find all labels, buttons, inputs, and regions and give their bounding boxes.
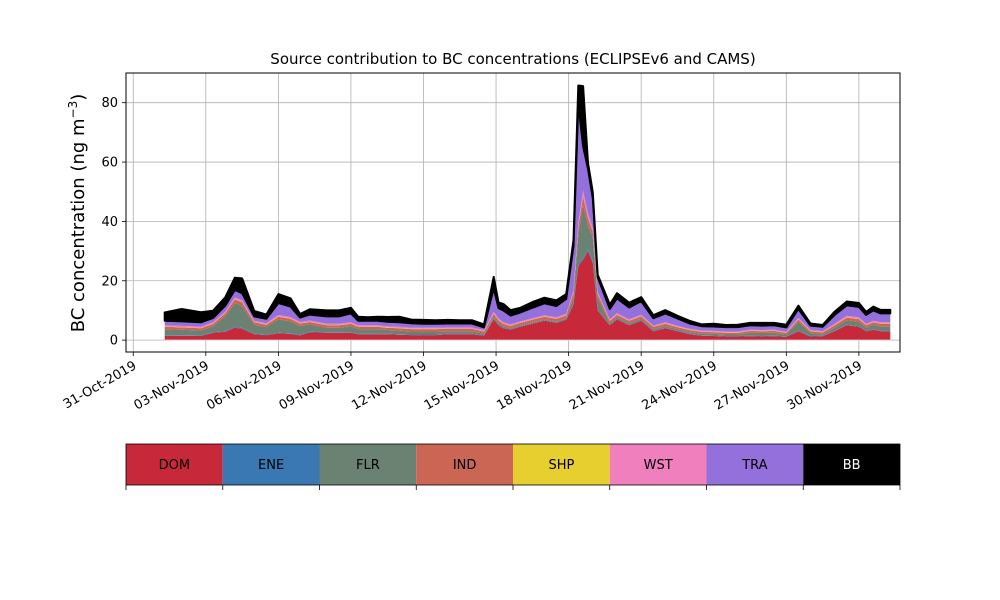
legend-label-dom: DOM <box>159 458 190 473</box>
area-series-tra <box>164 103 891 332</box>
y-axis-title-close: ) <box>68 94 89 101</box>
legend-swatch-ene <box>222 444 320 485</box>
legend-label-wst: WST <box>644 458 673 473</box>
x-tick-label: 12-Nov-2019 <box>349 358 429 413</box>
legend-swatch-flr <box>319 444 417 485</box>
x-tick-label: 30-Nov-2019 <box>785 358 865 413</box>
x-tick-label: 31-Oct-2019 <box>61 358 139 412</box>
y-axis: 0 20 40 60 80 <box>101 96 126 349</box>
legend-label-ene: ENE <box>258 458 284 473</box>
area-series-bb <box>163 84 892 329</box>
plot-frame <box>125 72 901 353</box>
y-axis-title-main: BC concentration (ng m <box>68 118 89 332</box>
legend-label-tra: TRA <box>741 458 767 473</box>
chart-title: Source contribution to BC concentrations… <box>270 50 755 68</box>
legend-swatch-dom <box>126 444 223 485</box>
x-tick-label: 06-Nov-2019 <box>204 358 284 413</box>
legend-label-ind: IND <box>453 458 477 473</box>
y-tick-label: 60 <box>101 156 118 171</box>
legend-colorbar: DOM ENE FLR IND SHP WST TRA BB <box>125 443 901 490</box>
x-tick-label: 27-Nov-2019 <box>712 358 792 413</box>
x-tick-label: 03-Nov-2019 <box>132 358 212 413</box>
legend-swatch-wst <box>609 444 707 485</box>
legend-frame <box>125 443 901 486</box>
legend-label-bb: BB <box>843 458 861 473</box>
x-tick-label: 09-Nov-2019 <box>277 358 357 413</box>
grid <box>126 73 900 352</box>
y-tick-label: 80 <box>101 96 118 111</box>
x-tick-label: 15-Nov-2019 <box>422 358 502 413</box>
y-tick-label: 40 <box>101 215 118 230</box>
y-axis-title-superscript: −3 <box>66 101 80 119</box>
x-tick-label: 21-Nov-2019 <box>567 358 647 413</box>
x-tick-label: 18-Nov-2019 <box>494 358 574 413</box>
x-tick-label: 24-Nov-2019 <box>639 358 719 413</box>
y-tick-label: 20 <box>101 274 118 289</box>
y-tick-label: 0 <box>110 334 118 349</box>
area-series-dom <box>164 251 891 341</box>
y-axis-title: BC concentration (ng m−3) <box>66 94 89 333</box>
legend-swatch-bb <box>803 444 900 485</box>
x-axis: 31-Oct-201903-Nov-201906-Nov-201909-Nov-… <box>61 352 865 413</box>
area-series-flr <box>164 204 891 337</box>
legend-label-flr: FLR <box>356 458 380 473</box>
stacked-areas <box>163 84 892 341</box>
legend-swatch-shp <box>513 444 610 485</box>
legend-swatch-ind <box>416 444 513 485</box>
legend-label-shp: SHP <box>548 458 574 473</box>
legend-swatch-tra <box>706 444 804 485</box>
